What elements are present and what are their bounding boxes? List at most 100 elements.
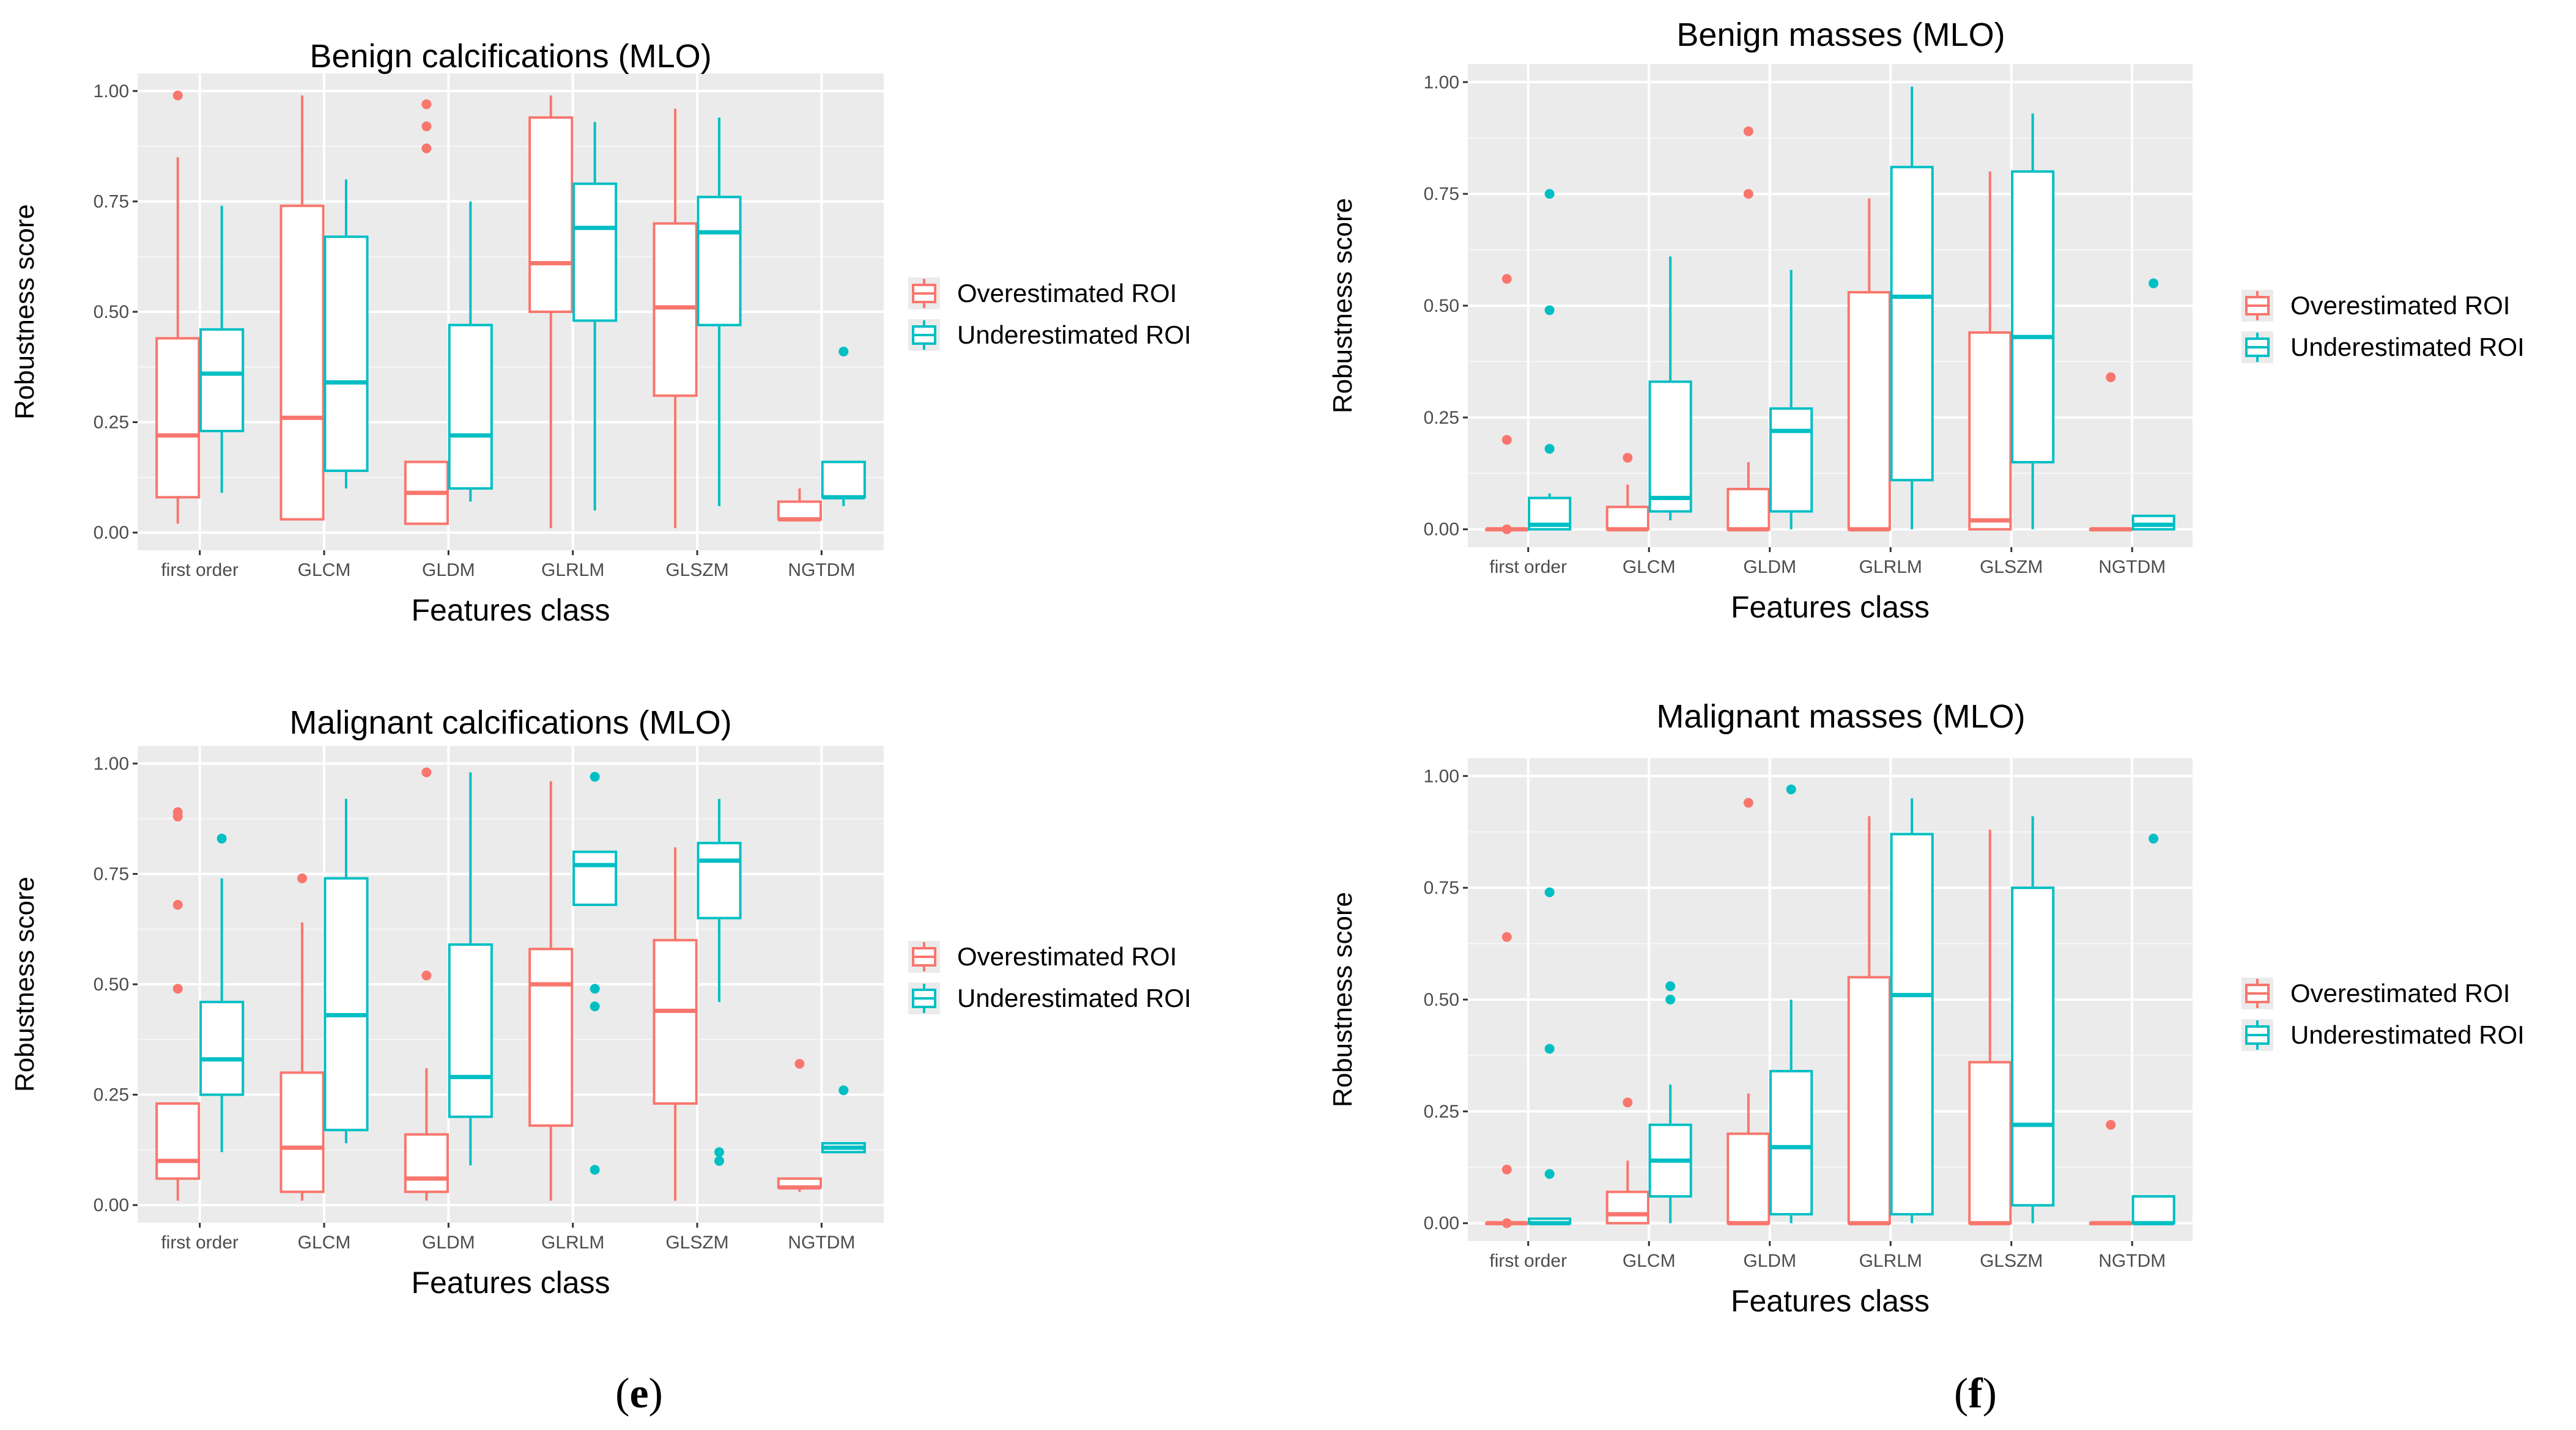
box-iqr [528,116,574,313]
x-tick-label: first order [161,1233,239,1253]
y-tick-label: 0.25 [94,413,129,433]
box-under-GLSZM [2011,113,2055,529]
x-tick-label: GLDM [422,1233,475,1253]
outlier-point [590,1001,600,1012]
x-tick-label: first order [1489,1251,1567,1271]
box-over-first-order [155,807,201,1201]
box-iqr [1847,291,1891,531]
chart-panel-3: 0.00 0.25 0.50 0.75 1.00 first order GLCM GLDM G… [10,704,1191,1300]
outlier-point [1501,524,1512,534]
box-over-GLDM [1727,126,1771,532]
box-over-NGTDM [2089,1119,2133,1226]
x-tick-label: GLRLM [541,1233,604,1253]
chart-panel-1: 0.00 0.25 0.50 0.75 1.00 first order GLCM GLDM G… [10,38,1191,627]
outlier-point [1544,1169,1555,1179]
box-under-GLCM [324,798,369,1143]
box-iqr [324,877,369,1132]
outlier-point [1501,1164,1512,1174]
x-axis-label: Features class [1731,590,1930,624]
panel-label-e: (e) [615,1370,663,1417]
box-under-first-order [199,205,245,493]
outlier-point [217,833,227,844]
box-iqr [1605,1190,1649,1225]
outlier-point [2149,278,2159,289]
outlier-point [1623,1097,1633,1108]
outlier-point [1544,189,1555,199]
box-under-GLRLM [1890,798,1934,1223]
legend-label: Overestimated ROI [2290,979,2510,1008]
box-iqr [404,1133,449,1193]
box-iqr [1847,976,1891,1225]
legend: Overestimated ROI Underestimated ROI [908,278,1191,351]
legend-label: Underestimated ROI [2290,333,2525,361]
box-under-GLDM [1769,270,1813,529]
outlier-point [590,984,600,994]
box-iqr [1968,1061,2012,1225]
box-iqr [199,328,245,433]
box-iqr [1769,407,1813,513]
outlier-point [1501,274,1512,284]
box-iqr [448,943,493,1118]
box-over-GLSZM [653,847,698,1201]
box-iqr [653,222,698,397]
y-tick-label: 0.75 [1424,184,1459,204]
outlier-point [172,807,183,817]
outlier-point [172,900,183,910]
outlier-point [421,99,432,109]
x-tick-label: NGTDM [2098,1251,2166,1271]
box-iqr [572,182,618,322]
box-iqr [821,460,866,499]
x-tick-label: first order [161,560,239,580]
legend-label: Underestimated ROI [957,984,1191,1012]
box-under-GLDM [448,772,493,1166]
x-tick-label: NGTDM [788,560,855,580]
x-tick-label: GLSZM [1980,1251,2043,1271]
y-tick-label: 0.75 [94,864,129,884]
box-iqr [1727,1132,1771,1225]
box-iqr [448,323,493,490]
box-iqr [279,1071,325,1193]
outlier-point [172,90,183,101]
box-under-GLSZM [697,798,742,1166]
chart-title: Benign masses (MLO) [1676,17,2005,53]
outlier-point [1665,995,1676,1004]
box-iqr [1648,380,1692,513]
chart-title: Malignant calcifications (MLO) [289,704,731,741]
box-over-GLRLM [528,781,574,1201]
x-tick-label: GLDM [1743,1251,1796,1271]
outlier-point [1501,435,1512,445]
box-iqr [199,1000,245,1096]
x-axis-label: Features class [1731,1284,1930,1318]
box-over-first-order [155,90,201,524]
y-tick-label: 1.00 [1424,72,1459,92]
x-tick-label: GLRLM [1859,1251,1922,1271]
y-tick-label: 0.25 [1424,1102,1459,1122]
y-tick-label: 1.00 [1424,766,1459,786]
x-tick-label: GLRLM [541,560,604,580]
box-iqr [155,337,201,499]
box-over-NGTDM [2089,372,2133,532]
y-axis-label: Robustness score [10,204,40,419]
outlier-point [838,1085,849,1096]
box-iqr [2011,886,2055,1207]
box-iqr [155,1102,201,1180]
x-tick-label: GLCM [1623,1251,1676,1271]
box-over-GLCM [1605,452,1649,532]
box-under-NGTDM [2131,833,2175,1226]
y-tick-label: 0.50 [1424,296,1459,316]
outlier-point [590,1165,600,1175]
x-axis-label: Features class [411,1266,610,1300]
box-over-GLCM [1605,1097,1649,1225]
outlier-point [1623,452,1633,463]
box-over-GLRLM [1847,198,1891,532]
box-over-GLCM [279,95,325,521]
box-iqr [2131,1195,2175,1225]
y-tick-label: 0.50 [1424,990,1459,1010]
box-under-GLSZM [697,117,742,506]
outlier-point [794,1059,805,1069]
box-over-GLRLM [528,95,574,528]
box-under-NGTDM [2131,278,2175,531]
y-tick-label: 0.00 [1424,1214,1459,1234]
y-tick-label: 1.00 [94,754,129,774]
